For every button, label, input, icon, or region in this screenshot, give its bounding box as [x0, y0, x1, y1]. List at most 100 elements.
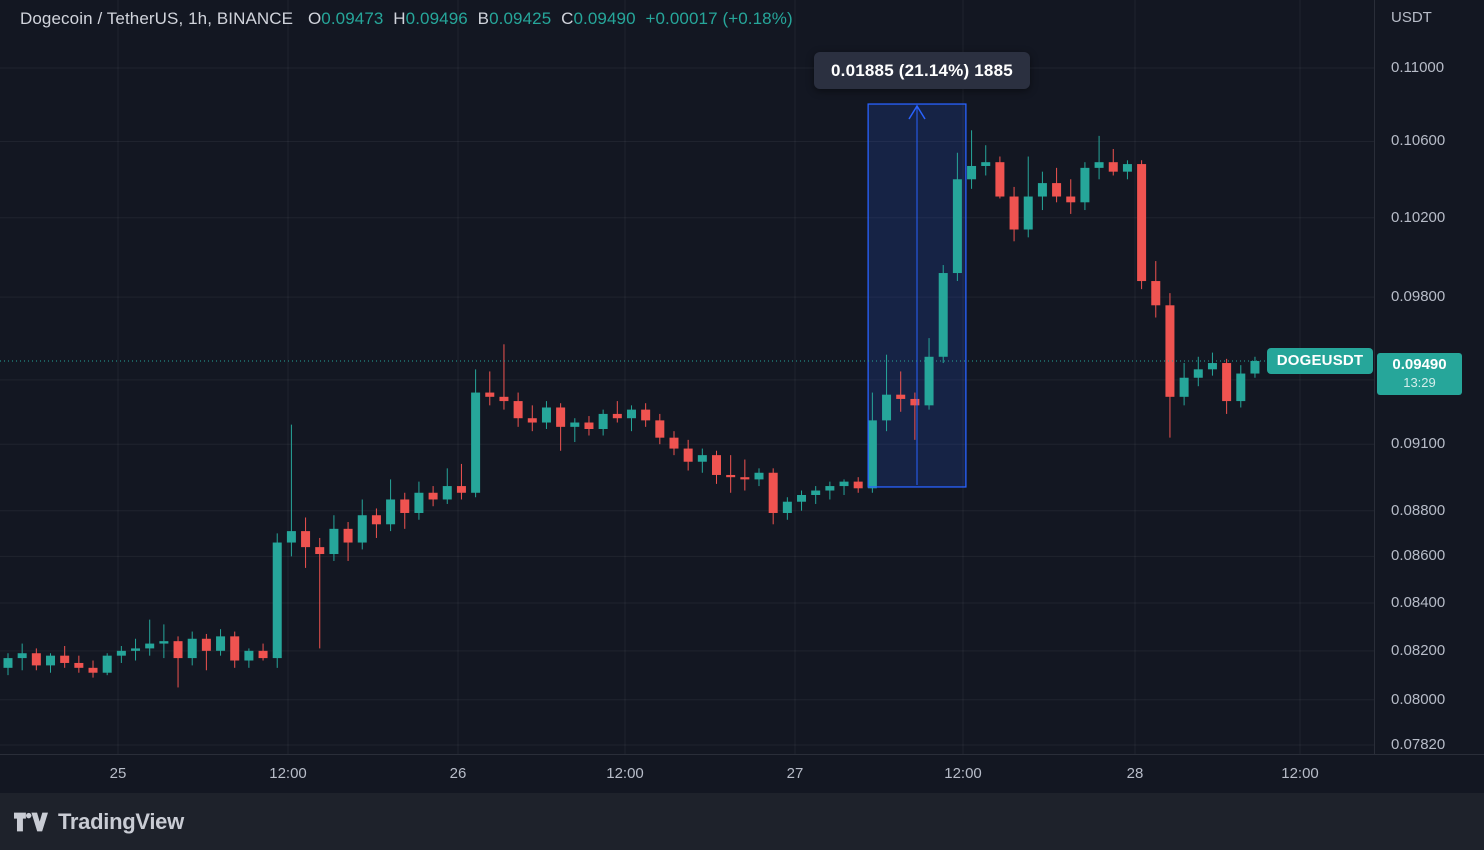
tradingview-logo-icon: [14, 812, 48, 831]
symbol-title[interactable]: Dogecoin / TetherUS, 1h, BINANCE: [20, 9, 294, 28]
candle-body: [811, 490, 821, 495]
price-axis[interactable]: USDT 0.11000 0.10600 0.10200 0.09800 0.09100…: [1374, 0, 1484, 793]
candle-body: [88, 667, 98, 673]
candle-body: [853, 481, 863, 489]
candle-body: [499, 396, 509, 402]
candle-body: [598, 413, 608, 430]
open-label: O: [307, 9, 322, 28]
candle-body: [173, 641, 183, 659]
tradingview-logo[interactable]: TradingView: [14, 809, 184, 835]
low-value: 0.09425: [489, 9, 552, 28]
candle-body: [1236, 373, 1246, 402]
candle-body: [1137, 164, 1147, 282]
candle-body: [641, 409, 651, 421]
candle-body: [669, 437, 679, 449]
candle-body: [471, 392, 481, 493]
ohlc-header: Dogecoin / TetherUS, 1h, BINANCE O0.0947…: [20, 9, 793, 29]
time-axis-label: 12:00: [606, 765, 644, 782]
candle-body: [428, 492, 438, 500]
current-price-value: 0.09490: [1392, 356, 1447, 374]
candle-body: [272, 542, 282, 659]
candle-body: [230, 636, 240, 661]
candle-body: [301, 531, 311, 548]
candle-body: [1009, 196, 1019, 230]
time-axis-label: 28: [1126, 765, 1144, 782]
time-axis[interactable]: 25 12:00 26 12:00 27 12:00 28 12:00: [0, 754, 1484, 793]
time-axis-label: 27: [786, 765, 804, 782]
candle-body: [910, 398, 920, 406]
candle-body: [286, 531, 296, 543]
candle-body: [315, 547, 325, 555]
candle-body: [31, 653, 41, 666]
candle-body: [386, 499, 396, 525]
candle-body: [329, 528, 339, 555]
price-axis-label: 0.08400: [1391, 594, 1446, 611]
candle-body: [541, 407, 551, 423]
current-price-badge: 0.09490 13:29: [1377, 352, 1462, 395]
candle-body: [1179, 377, 1189, 397]
high-label: H: [393, 9, 406, 28]
measure-arrow-head: [908, 104, 926, 120]
price-axis-label: 0.10200: [1391, 208, 1446, 226]
candle-body: [655, 420, 665, 438]
candle-body: [201, 638, 211, 651]
candle-body: [839, 481, 849, 487]
candle-body: [697, 455, 707, 462]
candle-body: [74, 662, 84, 668]
candle-body: [527, 418, 537, 423]
candle-body: [1122, 164, 1132, 172]
candle-body: [1193, 369, 1203, 378]
candle-body: [442, 486, 452, 500]
candle-body: [1023, 196, 1033, 230]
candle-body: [145, 643, 155, 649]
candle-body: [3, 658, 13, 668]
candle-body: [46, 655, 56, 666]
candle-body: [102, 655, 112, 673]
candle-body: [683, 448, 693, 462]
candle-body: [740, 477, 750, 480]
price-axis-label: 0.08200: [1391, 641, 1446, 659]
price-axis-label: 0.10600: [1391, 132, 1446, 150]
candle-body: [60, 655, 70, 663]
candle-body: [768, 472, 778, 513]
price-axis-currency-label: USDT: [1391, 9, 1432, 26]
price-axis-label: 0.08600: [1391, 547, 1446, 565]
candle-body: [612, 413, 622, 419]
candle-body: [967, 165, 977, 180]
candle-body: [357, 515, 367, 543]
candlestick-chart[interactable]: [0, 0, 1374, 754]
candle-body: [1165, 305, 1175, 397]
change-value: +0.00017 (+0.18%): [645, 9, 793, 28]
time-axis-label: 26: [449, 765, 467, 782]
candle-body: [485, 392, 495, 397]
candle-body: [556, 407, 566, 427]
candle-body: [924, 356, 934, 406]
candle-body: [584, 422, 594, 430]
candle-body: [371, 515, 381, 525]
symbol-price-line-badge: DOGEUSDT: [1267, 347, 1373, 374]
time-axis-label: 12:00: [944, 765, 982, 782]
candle-body: [1037, 183, 1047, 197]
price-axis-label: 0.08000: [1391, 690, 1446, 708]
candle-body: [258, 650, 268, 659]
price-axis-label: 0.08800: [1391, 501, 1446, 519]
measure-box-border[interactable]: [867, 103, 967, 488]
candle-body: [1108, 162, 1118, 172]
candle-body: [754, 472, 764, 480]
candle-body: [896, 394, 906, 399]
price-axis-label: 0.07820: [1391, 735, 1446, 753]
candle-body: [159, 641, 169, 644]
candle-body: [17, 653, 27, 659]
close-value: 0.09490: [573, 9, 636, 28]
time-axis-label: 25: [109, 765, 127, 782]
candle-body: [1066, 196, 1076, 203]
measure-tooltip: 0.01885 (21.14%) 1885: [814, 52, 1030, 89]
candle-body: [825, 486, 835, 491]
candle-body: [1052, 183, 1062, 197]
price-axis-label: 0.11000: [1391, 59, 1445, 76]
open-value: 0.09473: [321, 9, 384, 28]
measure-tooltip-label: 0.01885 (21.14%) 1885: [831, 60, 1013, 80]
candle-body: [456, 486, 466, 493]
candle-body: [570, 422, 580, 427]
